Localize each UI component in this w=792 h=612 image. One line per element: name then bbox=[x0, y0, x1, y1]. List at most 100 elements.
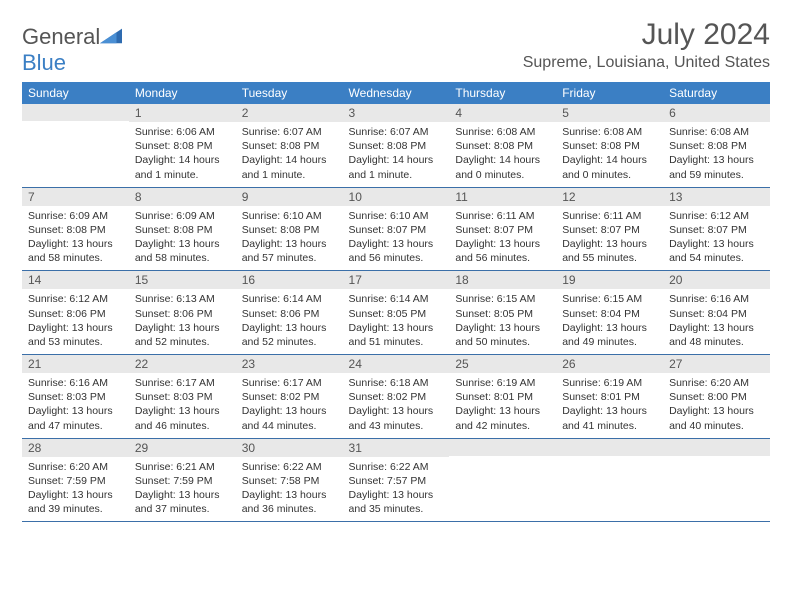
sunset-text: Sunset: 8:03 PM bbox=[28, 390, 123, 404]
calendar-cell: 20Sunrise: 6:16 AMSunset: 8:04 PMDayligh… bbox=[663, 271, 770, 355]
day-details: Sunrise: 6:15 AMSunset: 8:05 PMDaylight:… bbox=[449, 289, 556, 354]
sunset-text: Sunset: 7:59 PM bbox=[28, 474, 123, 488]
sunset-text: Sunset: 8:05 PM bbox=[349, 307, 444, 321]
sunset-text: Sunset: 8:08 PM bbox=[349, 139, 444, 153]
sunrise-text: Sunrise: 6:14 AM bbox=[349, 292, 444, 306]
sunset-text: Sunset: 8:08 PM bbox=[135, 139, 230, 153]
calendar-cell: 2Sunrise: 6:07 AMSunset: 8:08 PMDaylight… bbox=[236, 104, 343, 187]
calendar-cell: 24Sunrise: 6:18 AMSunset: 8:02 PMDayligh… bbox=[343, 355, 450, 439]
calendar-week-row: 14Sunrise: 6:12 AMSunset: 8:06 PMDayligh… bbox=[22, 271, 770, 355]
sunset-text: Sunset: 7:58 PM bbox=[242, 474, 337, 488]
calendar-cell bbox=[22, 104, 129, 187]
day-details: Sunrise: 6:07 AMSunset: 8:08 PMDaylight:… bbox=[236, 122, 343, 187]
sunrise-text: Sunrise: 6:11 AM bbox=[455, 209, 550, 223]
sunset-text: Sunset: 8:03 PM bbox=[135, 390, 230, 404]
daylight-text: Daylight: 13 hours and 43 minutes. bbox=[349, 404, 444, 432]
calendar-cell: 16Sunrise: 6:14 AMSunset: 8:06 PMDayligh… bbox=[236, 271, 343, 355]
calendar-cell: 19Sunrise: 6:15 AMSunset: 8:04 PMDayligh… bbox=[556, 271, 663, 355]
sunrise-text: Sunrise: 6:13 AM bbox=[135, 292, 230, 306]
calendar-cell: 17Sunrise: 6:14 AMSunset: 8:05 PMDayligh… bbox=[343, 271, 450, 355]
sunrise-text: Sunrise: 6:21 AM bbox=[135, 460, 230, 474]
daylight-text: Daylight: 13 hours and 52 minutes. bbox=[135, 321, 230, 349]
title-block: July 2024 Supreme, Louisiana, United Sta… bbox=[523, 18, 770, 72]
daylight-text: Daylight: 13 hours and 44 minutes. bbox=[242, 404, 337, 432]
day-details: Sunrise: 6:20 AMSunset: 7:59 PMDaylight:… bbox=[22, 457, 129, 522]
calendar-cell: 27Sunrise: 6:20 AMSunset: 8:00 PMDayligh… bbox=[663, 355, 770, 439]
sunrise-text: Sunrise: 6:07 AM bbox=[349, 125, 444, 139]
day-number: 18 bbox=[449, 271, 556, 289]
sunset-text: Sunset: 8:01 PM bbox=[455, 390, 550, 404]
day-number: 7 bbox=[22, 188, 129, 206]
calendar-cell: 11Sunrise: 6:11 AMSunset: 8:07 PMDayligh… bbox=[449, 187, 556, 271]
sunset-text: Sunset: 8:01 PM bbox=[562, 390, 657, 404]
calendar-cell: 18Sunrise: 6:15 AMSunset: 8:05 PMDayligh… bbox=[449, 271, 556, 355]
day-number: 24 bbox=[343, 355, 450, 373]
calendar-cell: 28Sunrise: 6:20 AMSunset: 7:59 PMDayligh… bbox=[22, 438, 129, 522]
sunset-text: Sunset: 8:08 PM bbox=[242, 223, 337, 237]
daylight-text: Daylight: 14 hours and 1 minute. bbox=[242, 153, 337, 181]
day-details: Sunrise: 6:17 AMSunset: 8:03 PMDaylight:… bbox=[129, 373, 236, 438]
day-number: 1 bbox=[129, 104, 236, 122]
sunset-text: Sunset: 8:00 PM bbox=[669, 390, 764, 404]
sunset-text: Sunset: 8:08 PM bbox=[135, 223, 230, 237]
day-number: 30 bbox=[236, 439, 343, 457]
daylight-text: Daylight: 13 hours and 56 minutes. bbox=[455, 237, 550, 265]
day-details: Sunrise: 6:17 AMSunset: 8:02 PMDaylight:… bbox=[236, 373, 343, 438]
day-number: 10 bbox=[343, 188, 450, 206]
day-details: Sunrise: 6:19 AMSunset: 8:01 PMDaylight:… bbox=[449, 373, 556, 438]
logo-word2: Blue bbox=[22, 50, 66, 75]
sunset-text: Sunset: 8:07 PM bbox=[562, 223, 657, 237]
sunset-text: Sunset: 8:08 PM bbox=[28, 223, 123, 237]
calendar-cell: 3Sunrise: 6:07 AMSunset: 8:08 PMDaylight… bbox=[343, 104, 450, 187]
day-details: Sunrise: 6:18 AMSunset: 8:02 PMDaylight:… bbox=[343, 373, 450, 438]
sunrise-text: Sunrise: 6:16 AM bbox=[28, 376, 123, 390]
calendar-cell: 25Sunrise: 6:19 AMSunset: 8:01 PMDayligh… bbox=[449, 355, 556, 439]
day-number: 3 bbox=[343, 104, 450, 122]
calendar-cell: 6Sunrise: 6:08 AMSunset: 8:08 PMDaylight… bbox=[663, 104, 770, 187]
logo: General Blue bbox=[22, 18, 122, 76]
day-number bbox=[449, 439, 556, 456]
calendar-cell: 13Sunrise: 6:12 AMSunset: 8:07 PMDayligh… bbox=[663, 187, 770, 271]
sunrise-text: Sunrise: 6:07 AM bbox=[242, 125, 337, 139]
daylight-text: Daylight: 13 hours and 40 minutes. bbox=[669, 404, 764, 432]
calendar-cell: 9Sunrise: 6:10 AMSunset: 8:08 PMDaylight… bbox=[236, 187, 343, 271]
sunrise-text: Sunrise: 6:12 AM bbox=[28, 292, 123, 306]
sunrise-text: Sunrise: 6:08 AM bbox=[562, 125, 657, 139]
daylight-text: Daylight: 13 hours and 49 minutes. bbox=[562, 321, 657, 349]
day-number: 13 bbox=[663, 188, 770, 206]
day-header: Wednesday bbox=[343, 82, 450, 104]
day-details: Sunrise: 6:12 AMSunset: 8:07 PMDaylight:… bbox=[663, 206, 770, 271]
day-number: 4 bbox=[449, 104, 556, 122]
day-number bbox=[663, 439, 770, 456]
day-number: 22 bbox=[129, 355, 236, 373]
sunrise-text: Sunrise: 6:10 AM bbox=[349, 209, 444, 223]
day-details: Sunrise: 6:20 AMSunset: 8:00 PMDaylight:… bbox=[663, 373, 770, 438]
sunset-text: Sunset: 8:02 PM bbox=[349, 390, 444, 404]
day-number: 21 bbox=[22, 355, 129, 373]
daylight-text: Daylight: 14 hours and 0 minutes. bbox=[455, 153, 550, 181]
day-details: Sunrise: 6:22 AMSunset: 7:58 PMDaylight:… bbox=[236, 457, 343, 522]
calendar-cell: 22Sunrise: 6:17 AMSunset: 8:03 PMDayligh… bbox=[129, 355, 236, 439]
day-details: Sunrise: 6:13 AMSunset: 8:06 PMDaylight:… bbox=[129, 289, 236, 354]
day-details: Sunrise: 6:14 AMSunset: 8:05 PMDaylight:… bbox=[343, 289, 450, 354]
daylight-text: Daylight: 13 hours and 36 minutes. bbox=[242, 488, 337, 516]
logo-text: General Blue bbox=[22, 24, 122, 76]
day-number: 14 bbox=[22, 271, 129, 289]
day-details: Sunrise: 6:14 AMSunset: 8:06 PMDaylight:… bbox=[236, 289, 343, 354]
calendar-cell: 15Sunrise: 6:13 AMSunset: 8:06 PMDayligh… bbox=[129, 271, 236, 355]
sunset-text: Sunset: 8:08 PM bbox=[455, 139, 550, 153]
sunset-text: Sunset: 8:02 PM bbox=[242, 390, 337, 404]
day-number: 5 bbox=[556, 104, 663, 122]
calendar-cell: 10Sunrise: 6:10 AMSunset: 8:07 PMDayligh… bbox=[343, 187, 450, 271]
sunrise-text: Sunrise: 6:08 AM bbox=[455, 125, 550, 139]
day-details: Sunrise: 6:08 AMSunset: 8:08 PMDaylight:… bbox=[663, 122, 770, 187]
day-header: Sunday bbox=[22, 82, 129, 104]
logo-word1: General bbox=[22, 24, 100, 49]
day-details: Sunrise: 6:07 AMSunset: 8:08 PMDaylight:… bbox=[343, 122, 450, 187]
daylight-text: Daylight: 13 hours and 58 minutes. bbox=[28, 237, 123, 265]
daylight-text: Daylight: 13 hours and 42 minutes. bbox=[455, 404, 550, 432]
sunset-text: Sunset: 7:57 PM bbox=[349, 474, 444, 488]
sunset-text: Sunset: 7:59 PM bbox=[135, 474, 230, 488]
day-details: Sunrise: 6:10 AMSunset: 8:08 PMDaylight:… bbox=[236, 206, 343, 271]
sunset-text: Sunset: 8:08 PM bbox=[562, 139, 657, 153]
